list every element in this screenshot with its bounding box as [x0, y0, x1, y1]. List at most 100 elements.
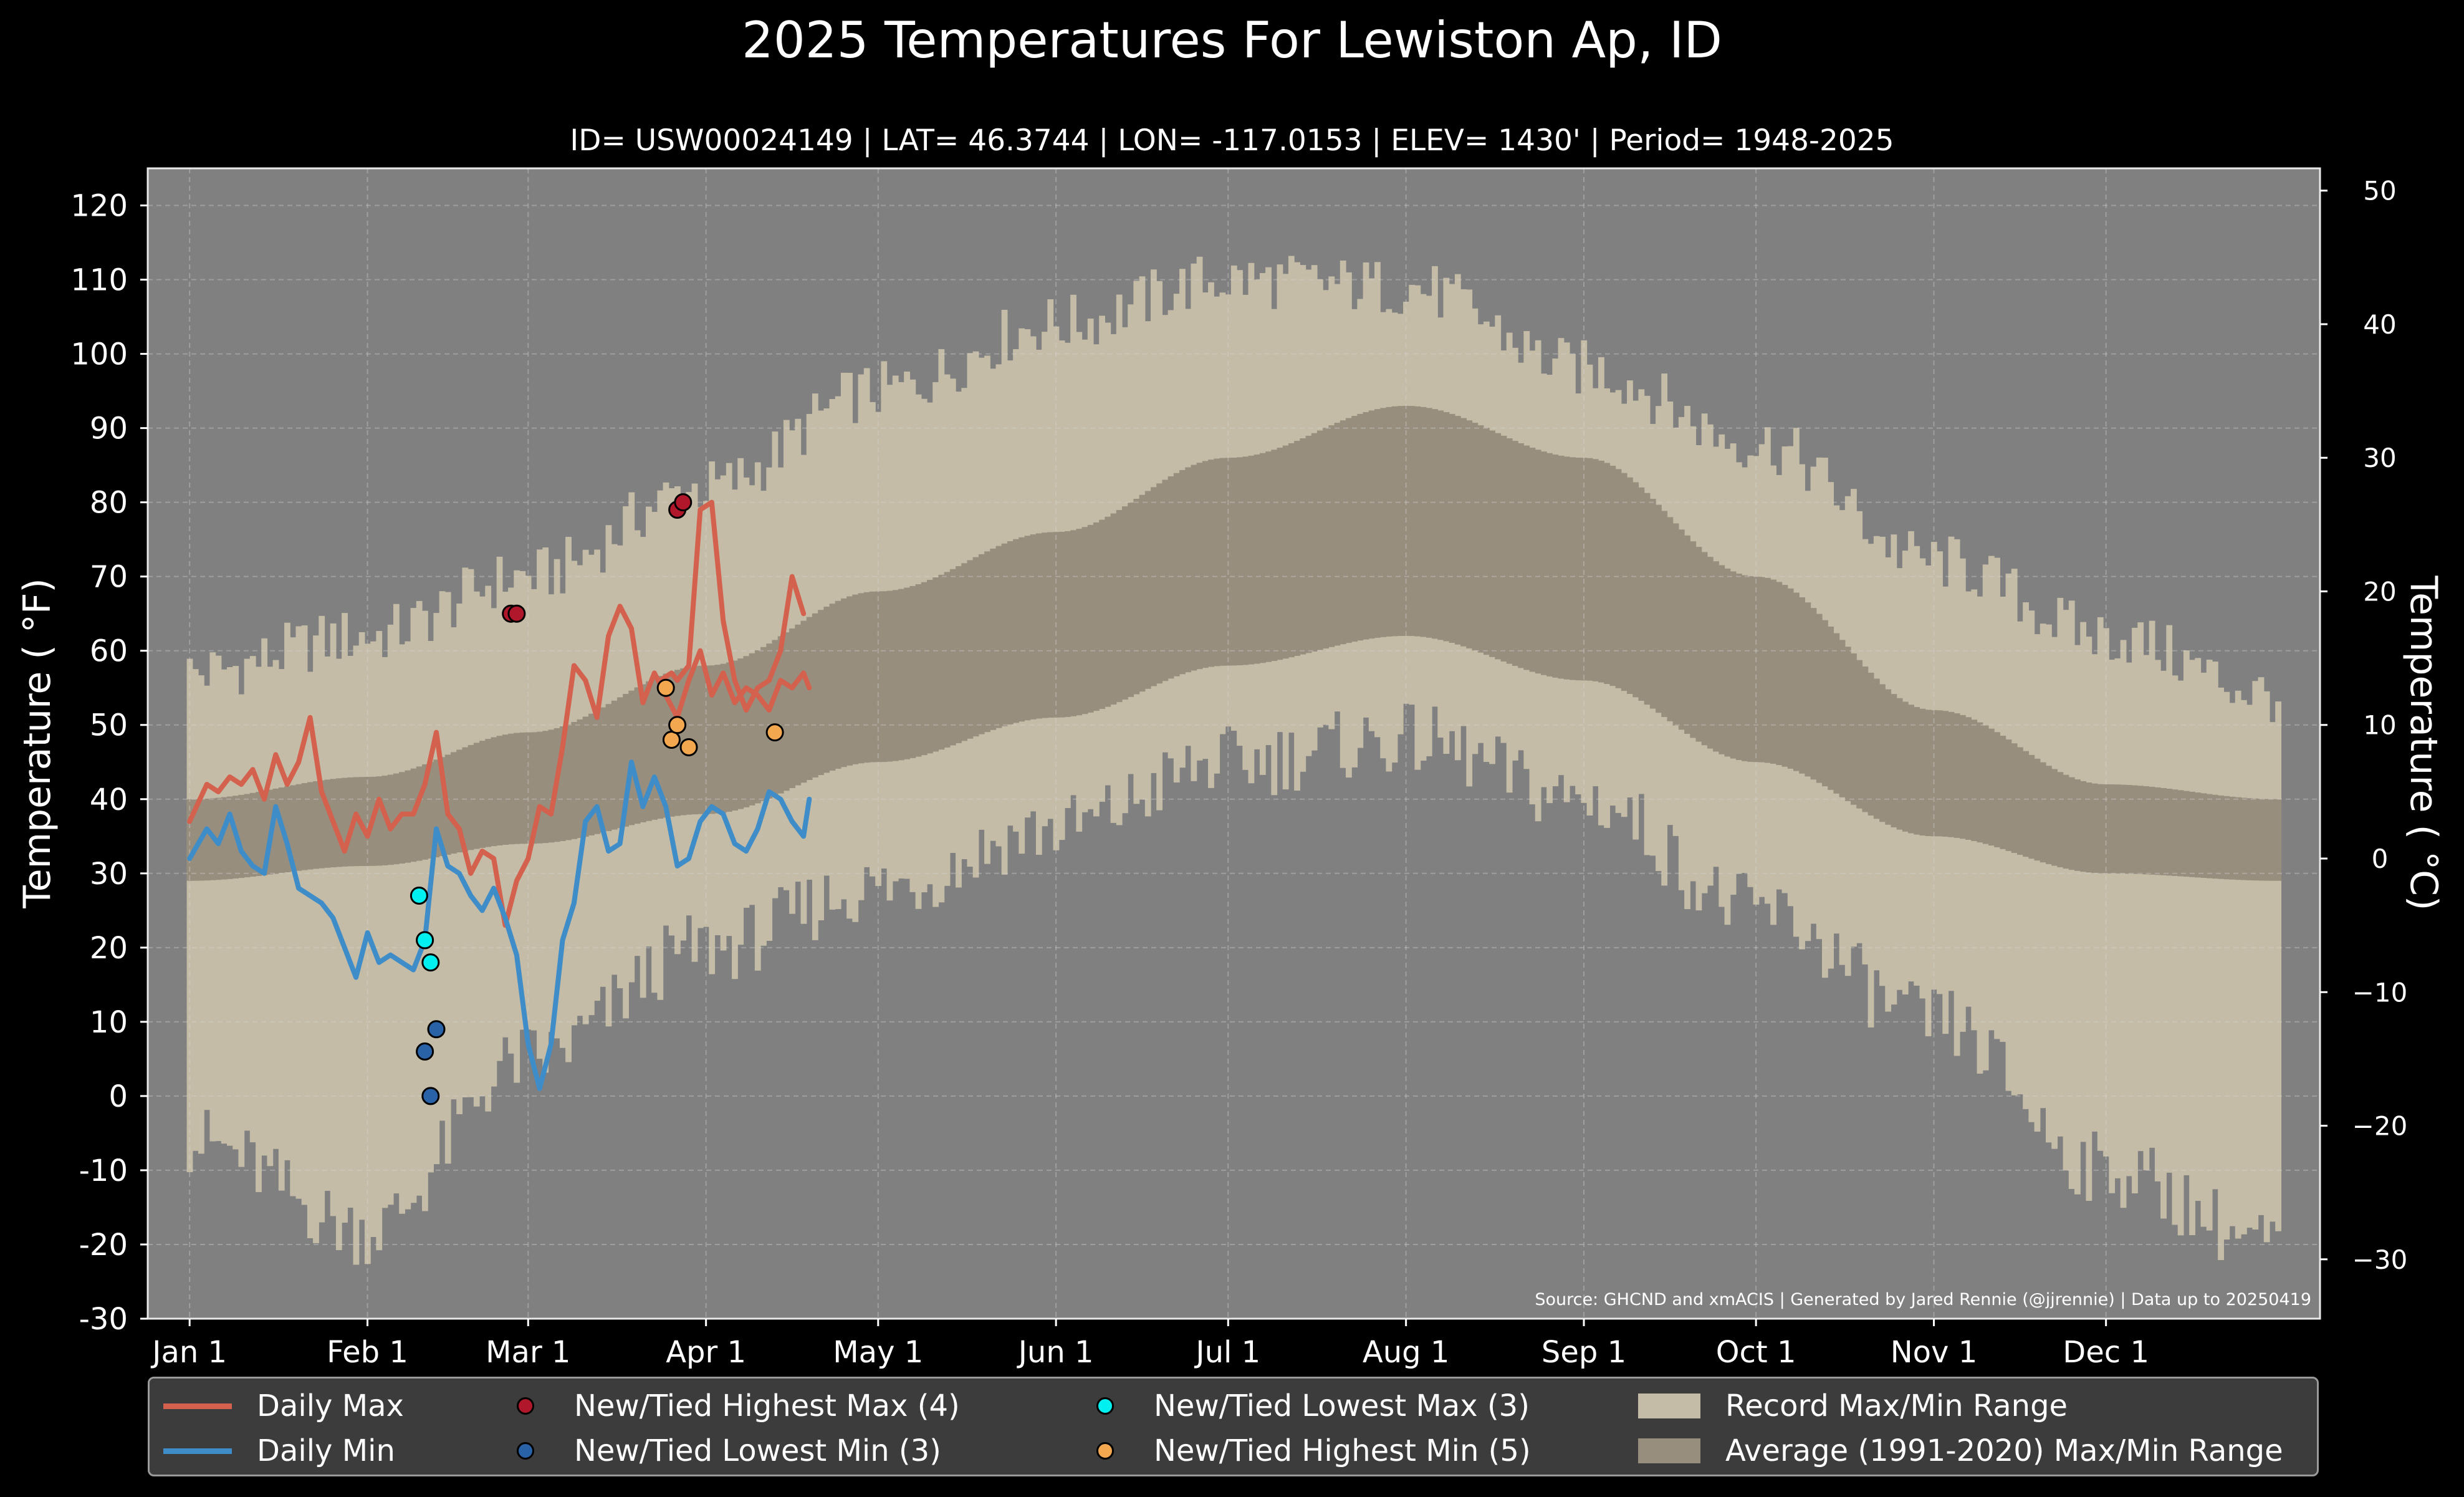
normal-range-bar [1839, 640, 1846, 797]
record-range-bar [451, 627, 457, 1100]
normal-range-bar [1701, 552, 1708, 746]
normal-range-bar [1833, 633, 1840, 794]
normal-range-bar [1454, 416, 1461, 645]
y-axis-label: Temperature ( °F) [16, 578, 59, 909]
record-range-bar [2200, 672, 2207, 1227]
normal-range-bar [1225, 458, 1232, 666]
normal-range-bar [1162, 479, 1169, 681]
record-range-bar [421, 610, 428, 1211]
normal-range-bar [1305, 435, 1312, 653]
normal-range-bar [1844, 647, 1851, 801]
legend-item-highest-max: New/Tied Highest Max (4) [489, 1389, 960, 1423]
normal-range-bar [1678, 529, 1685, 730]
normal-range-bar [577, 719, 583, 838]
x-tick-label: Oct 1 [1716, 1335, 1796, 1370]
legend-label: New/Tied Lowest Max (3) [1154, 1389, 1530, 1423]
record-range-bar [319, 615, 325, 1223]
normal-range-bar [1959, 715, 1966, 839]
record-range-bar [473, 591, 480, 1107]
record-range-bar [2172, 675, 2179, 1225]
record-range-bar [2269, 722, 2276, 1222]
series-line [658, 499, 807, 713]
normal-range-bar [1896, 698, 1903, 830]
normal-range-bar [1730, 571, 1737, 759]
record-range-bar [2114, 658, 2121, 1178]
normal-range-bar [1977, 722, 1983, 843]
record-range-bar [198, 675, 204, 1154]
normal-range-bar [1914, 707, 1920, 835]
normal-range-bar [1449, 413, 1455, 643]
y-tick-label: 70 [90, 560, 128, 595]
legend-label: Daily Min [257, 1433, 395, 1468]
normal-range-bar [1219, 458, 1226, 666]
normal-range-bar [783, 632, 790, 791]
record-range-bar [2103, 628, 2109, 1157]
record-range-bar [249, 656, 256, 1143]
normal-range-bar [462, 747, 469, 852]
normal-range-bar [972, 557, 979, 737]
normal-range-bar [2149, 786, 2155, 875]
normal-range-bar [1420, 407, 1427, 637]
normal-range-bar [1363, 412, 1369, 640]
normal-range-bar [800, 620, 807, 783]
normal-range-bar [1793, 592, 1800, 771]
normal-range-bar [1271, 450, 1278, 662]
legend-label: New/Tied Highest Max (4) [574, 1389, 960, 1423]
record-range-bar [307, 671, 314, 1238]
legend-swatch [517, 1442, 534, 1460]
normal-range-bar [1942, 711, 1949, 837]
record-range-bar [491, 608, 497, 1087]
normal-range-bar [915, 584, 922, 757]
normal-range-bar [313, 781, 319, 869]
normal-range-bar [1128, 503, 1134, 697]
record-range-bar [2206, 659, 2213, 1231]
normal-range-bar [640, 684, 646, 822]
normal-range-bar [1569, 457, 1576, 680]
normal-range-bar [1879, 684, 1886, 822]
normal-range-bar [1724, 568, 1731, 757]
record-range-bar [2246, 705, 2253, 1228]
record-range-bar [381, 657, 388, 1208]
normal-range-bar [2080, 781, 2087, 872]
normal-range-bar [1139, 494, 1146, 692]
normal-range-bar [1144, 491, 1151, 689]
record-range-bar [215, 655, 222, 1142]
normal-range-bar [2074, 779, 2081, 871]
record-range-bar [456, 604, 463, 1114]
normal-range-bar [1758, 577, 1765, 763]
record-marker [662, 731, 681, 749]
record-range-bar [2132, 627, 2138, 1194]
normal-range-bar [295, 784, 302, 871]
normal-range-bar [238, 794, 245, 878]
normal-range-bar [1805, 602, 1811, 777]
normal-range-bar [1891, 694, 1897, 827]
normal-range-bar [1816, 614, 1823, 783]
normal-range-bar [823, 607, 830, 773]
record-range-bar [444, 592, 451, 1164]
normal-range-bar [1851, 653, 1857, 805]
normal-range-bar [1822, 620, 1828, 787]
normal-range-bar [1323, 428, 1329, 649]
record-range-bar [2120, 640, 2127, 1208]
legend-swatch [163, 1448, 232, 1454]
normal-range-bar [2223, 796, 2230, 880]
normal-range-bar [1409, 406, 1416, 637]
y-tick-label: 100 [70, 337, 128, 372]
record-range-bar [410, 608, 417, 1203]
normal-range-bar [301, 783, 308, 870]
record-marker [416, 1042, 434, 1061]
normal-range-bar [858, 593, 865, 764]
normal-range-bar [1064, 531, 1071, 717]
normal-range-bar [1885, 689, 1892, 825]
normal-range-bar [1024, 536, 1031, 721]
record-range-bar [2235, 690, 2241, 1239]
normal-range-bar [1965, 717, 1972, 840]
normal-range-bar [932, 577, 939, 752]
normal-range-bar [657, 676, 664, 819]
record-marker [421, 953, 440, 972]
record-range-bar [2040, 623, 2046, 1109]
normal-range-bar [439, 757, 446, 857]
record-range-bar [2091, 654, 2098, 1132]
series-lines [187, 499, 812, 1091]
